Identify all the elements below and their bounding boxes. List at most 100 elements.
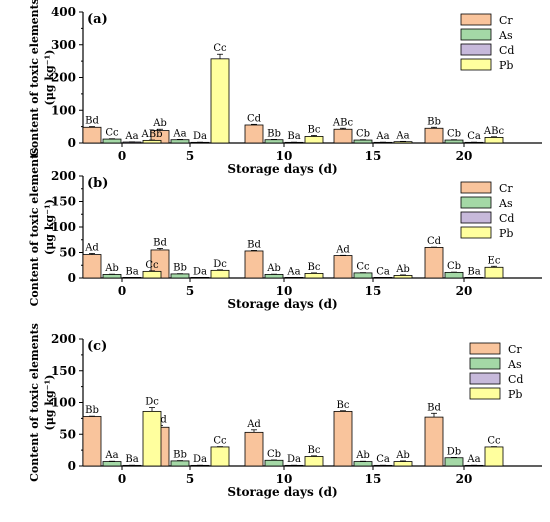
x-tick-label: 20 (456, 149, 473, 163)
y-tick-label: 400 (51, 5, 76, 19)
legend-swatch-cr (460, 181, 492, 194)
legend-label: As (498, 29, 513, 42)
bar-as (264, 459, 284, 467)
data-label: Bb (173, 263, 187, 274)
data-label: Ad (84, 243, 99, 254)
legend-label: Cd (499, 44, 514, 57)
x-tick-label: 20 (456, 284, 473, 298)
legend-label: Pb (508, 388, 522, 401)
bar-pb (393, 461, 413, 467)
x-axis-title: Storage days (d) (227, 485, 337, 499)
data-label: Dc (213, 259, 227, 270)
legend-swatch-as (460, 28, 492, 41)
data-label: Ad (246, 419, 261, 430)
legend-swatch-as (469, 357, 501, 370)
data-label: Ba (125, 266, 138, 277)
data-label: Ca (376, 454, 390, 465)
y-axis-title: Content of toxic elements (28, 148, 41, 307)
panel-letter: (a) (87, 12, 108, 27)
bar-as (170, 460, 190, 467)
y-tick-label: 0 (68, 271, 76, 285)
y-tick-label: 150 (51, 364, 76, 378)
bar-cr (333, 410, 353, 467)
data-label: Cc (105, 128, 119, 139)
data-label: Cb (447, 129, 461, 140)
data-label: Da (193, 266, 207, 277)
bar-pb (142, 139, 162, 144)
x-tick-label: 15 (365, 149, 382, 163)
data-label: Ba (287, 131, 300, 142)
data-label: Ab (104, 263, 119, 274)
data-label: Bd (153, 237, 167, 248)
y-tick-label: 0 (68, 136, 76, 150)
data-label: Ba (467, 266, 480, 277)
panel-2: 0 50 100 150 200 0 5 10 15 20 Storage days (d) Cont… (28, 323, 542, 499)
data-label: Aa (104, 450, 118, 461)
x-tick-label: 10 (276, 149, 293, 163)
y-tick-label: 100 (51, 396, 76, 410)
x-axis-title: Storage days (d) (227, 297, 337, 311)
legend-label: As (507, 358, 522, 371)
y-axis-unit: (μg kg⁻¹) (43, 50, 56, 106)
data-label: Cb (356, 129, 370, 140)
bar-as (444, 139, 464, 144)
bar-cr (333, 128, 353, 144)
data-label: Dc (145, 397, 159, 408)
legend-swatch-as (460, 196, 492, 209)
bar-as (264, 139, 284, 144)
bar-as (353, 461, 373, 467)
y-tick-label: 0 (68, 459, 76, 473)
bar-cr (244, 431, 264, 467)
data-label: Bc (308, 262, 321, 273)
legend-swatch-pb (469, 387, 501, 400)
y-tick-label: 50 (59, 427, 76, 441)
bar-cr (82, 416, 102, 467)
y-axis-unit: (μg kg⁻¹) (43, 375, 56, 431)
legend-swatch-cd (460, 211, 492, 224)
bar-pb (210, 446, 230, 467)
legend-label: Cr (508, 343, 522, 356)
data-label: Cc (487, 436, 501, 447)
data-label: Cc (356, 262, 370, 273)
bar-as (102, 274, 122, 279)
data-label: Cc (145, 260, 159, 271)
bar-pb (393, 275, 413, 279)
x-tick-label: 5 (186, 149, 194, 163)
y-tick-label: 50 (59, 246, 76, 260)
data-label: Ab (266, 263, 281, 274)
data-label: Bc (337, 400, 350, 411)
data-label: ABb (141, 129, 163, 140)
bar-as (102, 461, 122, 467)
x-tick-label: 0 (118, 472, 126, 486)
bar-cr (424, 416, 444, 467)
data-label: Db (447, 446, 461, 457)
legend-swatch-cr (460, 13, 492, 26)
data-label: Bc (308, 124, 321, 135)
y-tick-label: 200 (51, 332, 76, 346)
data-label: Bb (427, 116, 441, 127)
bar-pb (304, 273, 324, 279)
x-tick-label: 0 (118, 284, 126, 298)
x-axis-title: Storage days (d) (227, 162, 337, 176)
data-label: Bc (308, 445, 321, 456)
bar-cr (82, 126, 102, 144)
legend-label: Pb (499, 59, 513, 72)
panel-letter: (b) (87, 176, 108, 191)
data-label: Bd (85, 116, 99, 127)
x-tick-label: 15 (365, 284, 382, 298)
data-label: Aa (395, 130, 409, 141)
bar-cr (333, 255, 353, 279)
data-label: ABc (483, 126, 505, 137)
data-label: Ba (125, 454, 138, 465)
y-tick-label: 200 (51, 169, 76, 183)
data-label: Bb (85, 405, 99, 416)
data-label: Aa (466, 454, 480, 465)
data-label: Bb (267, 128, 281, 139)
data-label: Aa (286, 266, 300, 277)
x-tick-label: 5 (186, 284, 194, 298)
x-tick-label: 20 (456, 472, 473, 486)
bar-pb (142, 270, 162, 279)
data-label: Da (287, 454, 301, 465)
